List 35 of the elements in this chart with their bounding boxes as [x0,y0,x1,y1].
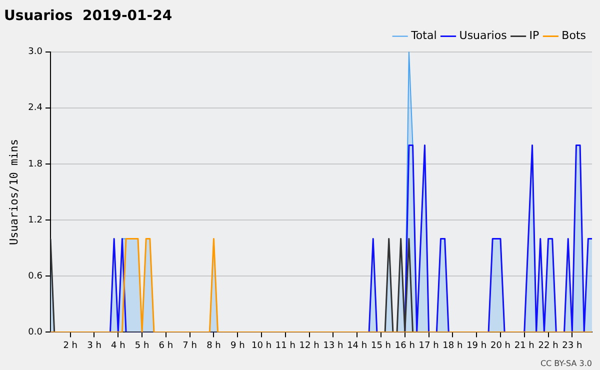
x-tick-label: 23 h [562,340,582,351]
x-tick-label: 18 h [442,340,463,351]
legend-label: Total [410,29,437,42]
x-tick-label: 15 h [370,340,392,351]
x-tick-label: 14 h [347,340,368,351]
x-tick-label: 16 h [394,340,415,351]
x-tick-label: 8 h [206,340,221,351]
x-tick-label: 22 h [538,340,558,351]
legend-label: IP [529,29,540,42]
y-tick-label: 0.6 [28,271,43,282]
y-tick-label: 3.0 [28,47,43,58]
legend-label: Bots [562,29,586,42]
x-tick-label: 7 h [182,340,197,351]
x-tick-label: 5 h [134,340,150,351]
y-tick-label: 0.0 [28,328,43,338]
x-tick-label: 19 h [466,340,487,351]
x-tick-label: 4 h [110,340,126,351]
x-tick-label: 12 h [299,340,320,351]
chart-title: Usuarios 2019-01-24 [4,8,172,24]
y-tick-label: 1.8 [28,159,43,170]
x-tick-label: 9 h [230,340,245,351]
x-tick-label: 13 h [323,340,344,351]
y-tick-label: 1.2 [28,215,43,226]
x-tick-label: 21 h [514,340,534,351]
y-tick-label: 2.4 [28,103,43,114]
x-tick-label: 2 h [63,340,78,351]
x-tick-label: 10 h [252,340,272,351]
text: CC BY-SA 3.0 [540,359,592,368]
x-tick-label: 11 h [275,340,296,351]
y-axis-title: Usuarios/10 mins [7,139,20,245]
x-tick-label: 20 h [490,340,510,351]
legend-label: Usuarios [459,29,508,42]
x-tick-label: 6 h [158,340,174,351]
x-tick-label: 17 h [418,340,439,351]
x-tick-label: 3 h [87,340,102,351]
